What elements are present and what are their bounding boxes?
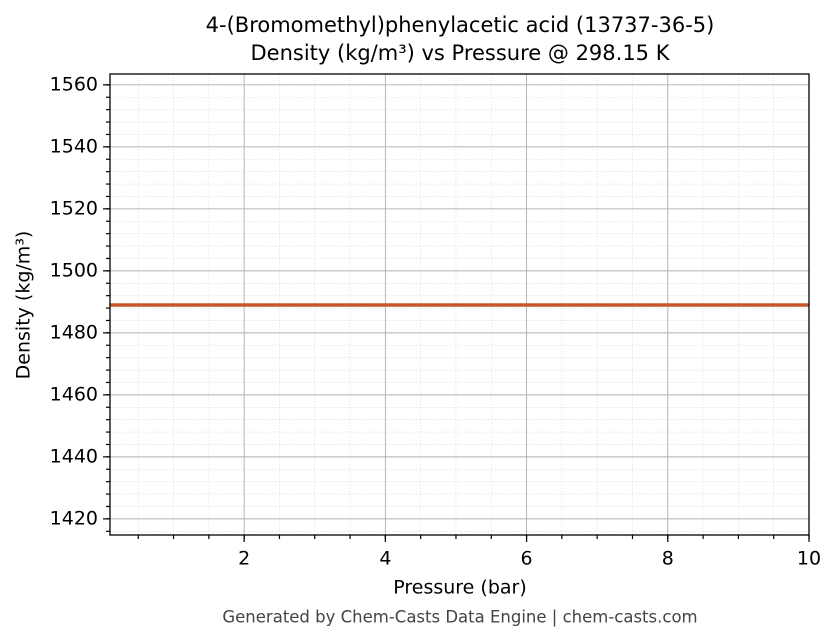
x-tick-label: 6 [521, 548, 533, 570]
chart-title: 4-(Bromomethyl)phenylacetic acid (13737-… [206, 13, 715, 37]
y-axis-label: Density (kg/m³) [13, 231, 35, 380]
y-tick-label: 1560 [50, 73, 98, 95]
x-tick-label: 8 [662, 548, 674, 570]
x-tick-label: 2 [238, 548, 250, 570]
y-tick-label: 1500 [50, 259, 98, 281]
x-axis-label: Pressure (bar) [393, 577, 527, 599]
chart-subtitle: Density (kg/m³) vs Pressure @ 298.15 K [250, 41, 670, 65]
y-tick-label: 1480 [50, 321, 98, 343]
x-tick-label: 4 [379, 548, 391, 570]
y-tick-label: 1420 [50, 507, 98, 529]
x-tick-label: 10 [797, 548, 821, 570]
plot-frame [109, 73, 810, 536]
y-tick-label: 1440 [50, 445, 98, 467]
y-tick-label: 1520 [50, 197, 98, 219]
footer: Generated by Chem-Casts Data Engine | ch… [222, 608, 697, 627]
y-tick-label: 1540 [50, 135, 98, 157]
y-tick-label: 1460 [50, 383, 98, 405]
